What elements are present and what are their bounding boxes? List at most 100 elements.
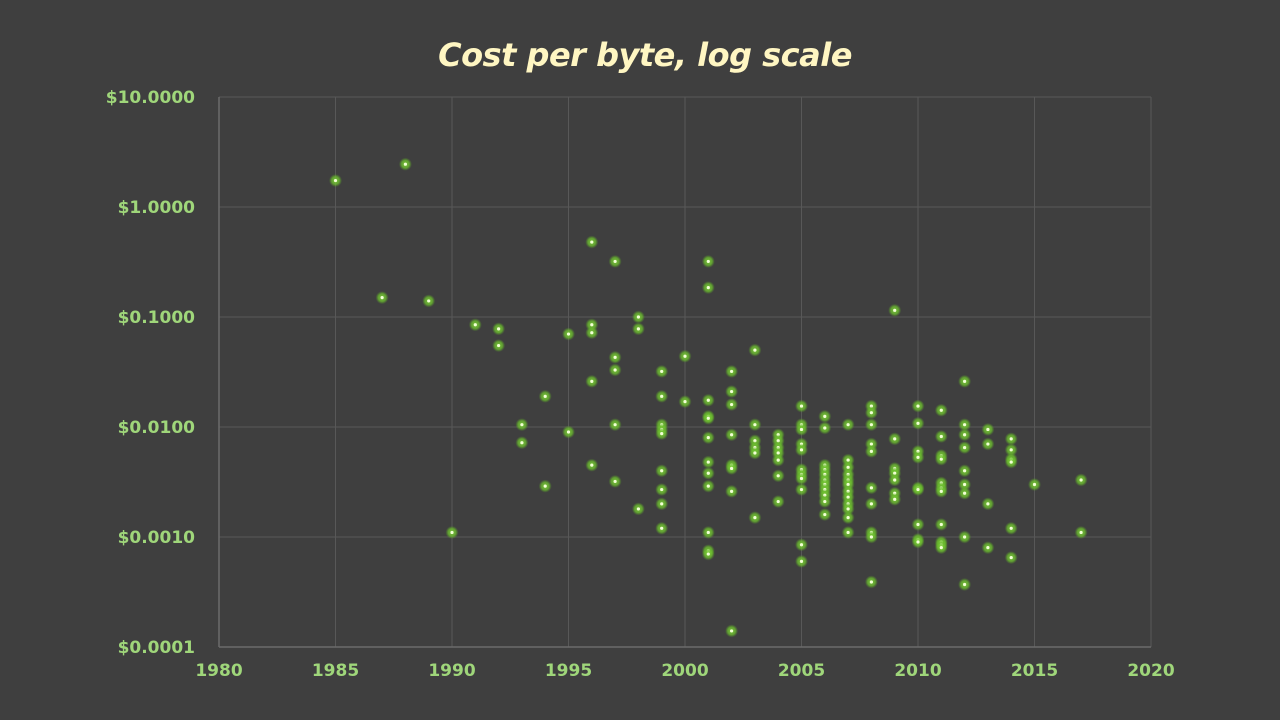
data-point: [981, 422, 995, 436]
data-point: [701, 479, 715, 493]
data-point: [678, 395, 692, 409]
data-point: [608, 363, 622, 377]
data-point: [911, 483, 925, 497]
data-point: [934, 452, 948, 466]
data-point: [492, 339, 506, 353]
y-tick-label: $0.0001: [118, 638, 195, 658]
data-point: [795, 483, 808, 497]
data-point: [911, 517, 925, 531]
data-point: [655, 464, 669, 478]
data-point: [958, 428, 972, 442]
data-point: [725, 428, 739, 442]
data-point: [701, 547, 715, 561]
data-point: [748, 343, 762, 357]
data-point: [329, 174, 342, 188]
axes: [218, 97, 1151, 648]
data-point: [492, 322, 506, 336]
data-point: [725, 385, 739, 399]
data-point: [795, 443, 808, 457]
data-point: [934, 403, 948, 417]
data-point: [631, 322, 645, 336]
x-tick-label: 1985: [312, 661, 359, 681]
data-point: [1004, 443, 1018, 457]
data-point: [655, 427, 669, 441]
data-point: [1004, 521, 1018, 535]
data-point: [934, 429, 948, 443]
data-point: [655, 521, 669, 535]
data-point: [725, 461, 739, 475]
data-point: [888, 473, 902, 487]
data-point: [864, 530, 878, 544]
data-point: [515, 418, 529, 432]
data-point: [748, 418, 762, 432]
data-point: [608, 418, 622, 432]
data-point: [1028, 478, 1041, 492]
data-point: [864, 481, 878, 495]
data-point: [585, 458, 599, 472]
data-point: [888, 303, 902, 317]
data-point: [398, 157, 412, 171]
data-point: [538, 389, 552, 403]
data-point: [631, 310, 645, 324]
data-point: [585, 374, 599, 388]
data-point: [725, 484, 739, 498]
data-point: [958, 577, 972, 591]
data-point: [701, 411, 715, 425]
data-point: [655, 497, 669, 511]
data-point: [1004, 455, 1018, 469]
data-point: [958, 374, 972, 388]
x-tick-label: 2000: [661, 661, 708, 681]
data-point: [888, 432, 902, 446]
data-point: [911, 416, 925, 430]
data-point: [422, 294, 436, 308]
data-point: [1074, 473, 1088, 487]
data-point: [934, 484, 948, 498]
data-point: [981, 497, 995, 511]
data-point: [911, 399, 925, 413]
data-point: [748, 446, 762, 460]
data-point: [655, 364, 669, 378]
data-point: [515, 436, 529, 450]
data-point: [701, 254, 715, 268]
data-point: [958, 441, 972, 455]
data-point: [911, 450, 925, 464]
data-point: [375, 291, 389, 305]
y-tick-label: $0.1000: [118, 308, 196, 328]
x-tick-label: 1990: [428, 661, 475, 681]
x-tick-label: 2005: [778, 661, 825, 681]
data-point: [795, 472, 808, 486]
data-point: [1074, 525, 1088, 539]
data-point: [795, 399, 808, 413]
data-point: [841, 418, 855, 432]
data-point: [795, 422, 808, 436]
data-point: [818, 409, 832, 423]
data-point: [1004, 432, 1018, 446]
data-point: [911, 535, 925, 549]
data-point: [981, 541, 995, 555]
x-tick-label: 2015: [1011, 661, 1058, 681]
data-point: [795, 554, 808, 568]
data-point: [864, 444, 878, 458]
data-point: [795, 538, 808, 552]
data-point: [864, 497, 878, 511]
y-tick-label: $1.0000: [118, 198, 196, 218]
y-tick-label: $0.0100: [118, 418, 196, 438]
data-point: [608, 474, 622, 488]
data-point: [888, 492, 902, 506]
x-tick-label: 1995: [545, 661, 592, 681]
data-point: [934, 517, 948, 531]
data-point: [701, 431, 715, 445]
data-point: [818, 508, 832, 522]
data-point: [771, 495, 785, 509]
data-point: [538, 479, 552, 493]
data-point: [468, 318, 482, 332]
tick-labels: 1980 1985 1990 1995 2000 2005 2010 2015 2020 $0.0…: [106, 88, 1175, 681]
data-point: [701, 525, 715, 539]
y-tick-label: $0.0010: [118, 528, 196, 548]
data-point: [981, 437, 995, 451]
data-point: [818, 495, 832, 509]
data-point: [864, 406, 878, 420]
data-point: [608, 350, 622, 364]
